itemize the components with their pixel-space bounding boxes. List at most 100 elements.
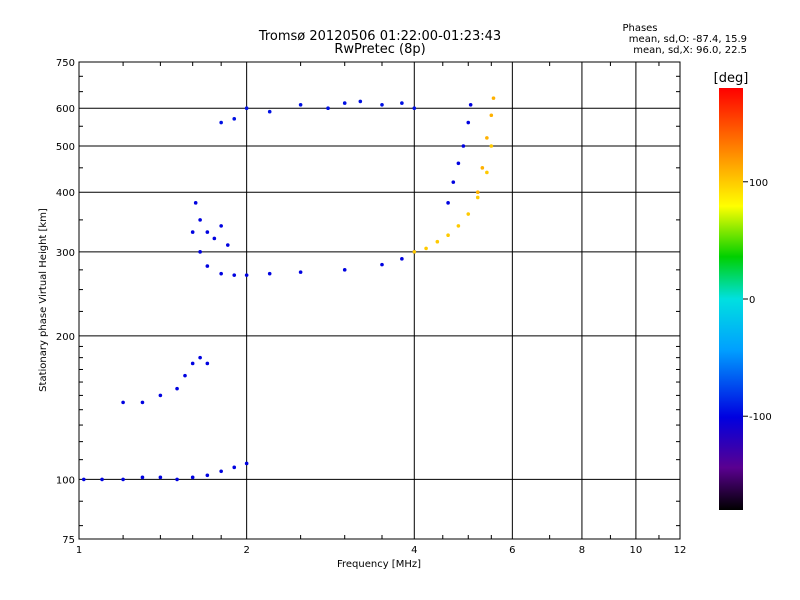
data-point <box>198 250 202 254</box>
colorbar-ticks: 100 0 -100 <box>743 178 772 423</box>
data-point <box>468 103 473 107</box>
data-points <box>81 96 496 482</box>
data-point <box>446 233 450 238</box>
data-point <box>198 355 202 360</box>
x-tick-label: 12 <box>674 545 687 556</box>
data-point <box>298 103 303 107</box>
data-point <box>193 201 198 205</box>
colorbar-label: [deg] <box>714 71 749 86</box>
phase-stats-header: Phases <box>622 23 657 34</box>
data-point <box>175 386 179 391</box>
data-point <box>412 106 417 111</box>
data-point <box>212 236 217 241</box>
y-tick-label: 300 <box>56 248 75 259</box>
x-tick-label: 1 <box>76 545 82 556</box>
data-point <box>456 224 461 228</box>
data-point <box>121 477 125 482</box>
data-point <box>326 106 330 111</box>
plot-frame <box>78 61 681 540</box>
data-point <box>451 180 456 184</box>
phase-stats-line1: mean, sd,O: -87.4, 15.9 <box>629 34 747 45</box>
x-tick-label: 2 <box>243 545 249 556</box>
data-point <box>435 239 440 244</box>
x-tick-label: 8 <box>579 545 585 556</box>
data-point <box>190 475 195 480</box>
data-point <box>183 373 187 378</box>
data-point <box>461 144 466 148</box>
data-point <box>424 246 428 251</box>
x-tick-labels: 1 2 4 6 8 10 12 <box>76 545 687 556</box>
y-tick-label: 100 <box>56 475 75 486</box>
data-point <box>267 109 272 114</box>
titles: Tromsø 20120506 01:22:00-01:23:43 RwPret… <box>258 23 747 57</box>
data-point <box>485 170 489 175</box>
chart-title: Tromsø 20120506 01:22:00-01:23:43 <box>258 29 501 44</box>
y-tick-label: 750 <box>56 58 75 69</box>
data-point <box>412 250 417 254</box>
data-point <box>358 99 363 104</box>
data-point <box>491 96 496 100</box>
grid <box>79 62 680 539</box>
data-point <box>232 465 237 470</box>
data-point <box>489 113 494 118</box>
data-point <box>298 270 303 274</box>
data-point <box>400 257 404 261</box>
data-point <box>475 190 480 195</box>
data-point <box>190 361 195 366</box>
phase-colorbar: [deg] 100 0 -100 <box>714 71 772 510</box>
data-point <box>446 201 450 205</box>
data-point <box>219 120 223 125</box>
colorbar-gradient <box>719 88 743 510</box>
data-point <box>225 243 230 247</box>
x-tick-label: 6 <box>509 545 515 556</box>
y-tick-label: 200 <box>56 332 75 343</box>
y-axis-label: Stationary phase Virtual Height [km] <box>38 208 49 392</box>
data-point <box>140 400 145 405</box>
y-tick-label: 75 <box>62 535 75 546</box>
data-point <box>158 475 163 480</box>
data-point <box>205 361 210 366</box>
phase-stats-line2: mean, sd,X: 96.0, 22.5 <box>633 45 747 56</box>
data-point <box>342 268 347 272</box>
data-point <box>198 218 202 222</box>
data-point <box>489 144 494 148</box>
data-point <box>400 101 404 105</box>
x-tick-label: 4 <box>411 545 417 556</box>
data-point <box>232 117 237 121</box>
data-point <box>100 477 104 482</box>
data-point <box>81 477 86 482</box>
data-point <box>244 461 249 466</box>
data-point <box>485 136 489 140</box>
y-tick-label: 500 <box>56 142 75 153</box>
data-point <box>232 273 237 277</box>
data-point <box>466 212 471 216</box>
x-axis-label: Frequency [MHz] <box>337 559 421 570</box>
data-point <box>140 475 145 480</box>
data-point <box>244 273 249 277</box>
colorbar-tick-label: 100 <box>749 178 768 189</box>
data-point <box>219 224 223 228</box>
data-point <box>342 101 347 105</box>
data-point <box>205 230 210 234</box>
x-tick-label: 10 <box>630 545 643 556</box>
data-point <box>475 195 480 200</box>
data-point <box>175 477 179 482</box>
data-point <box>456 161 461 166</box>
chart-subtitle: RwPretec (8p) <box>334 42 425 57</box>
data-point <box>205 473 210 478</box>
data-point <box>219 469 223 474</box>
colorbar-tick-label: 0 <box>749 295 755 306</box>
data-point <box>219 271 223 276</box>
data-point <box>480 166 485 170</box>
data-point <box>121 400 125 405</box>
data-point <box>466 120 471 125</box>
y-tick-labels: 75 100 200 300 400 500 600 750 <box>56 58 75 546</box>
y-tick-label: 600 <box>56 104 75 115</box>
data-point <box>190 230 195 234</box>
y-tick-label: 400 <box>56 188 75 199</box>
data-point <box>380 103 384 107</box>
data-point <box>158 393 163 398</box>
data-point <box>380 262 384 267</box>
data-point <box>244 106 249 111</box>
